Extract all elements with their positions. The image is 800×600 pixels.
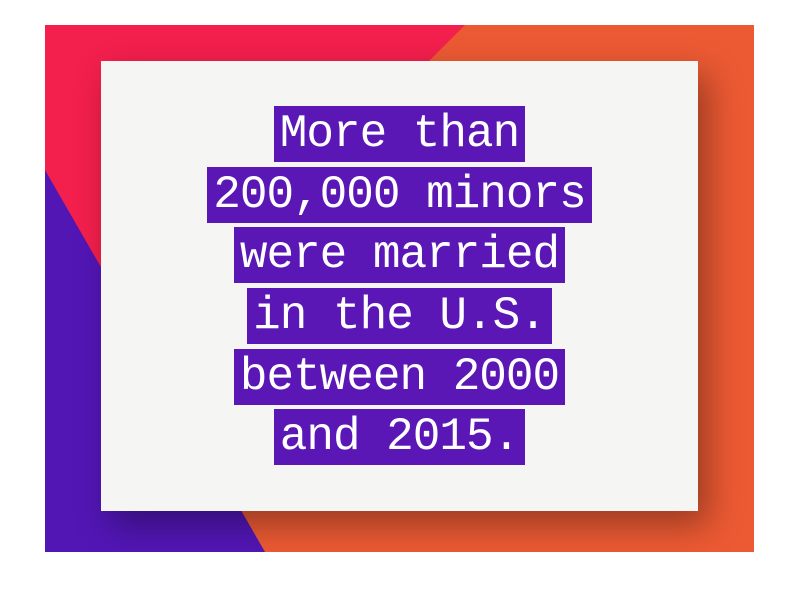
stat-text-highlight: and 2015. [274,409,525,465]
stat-text-highlight: More than [274,106,525,162]
stat-text-line: 200,000 minors [207,165,591,226]
stat-text-highlight: in the U.S. [247,288,552,344]
stat-text-line: were married [207,225,591,286]
stat-text-highlight: 200,000 minors [207,167,591,223]
stat-text-line: and 2015. [207,407,591,468]
stat-card: More than200,000 minorswere marriedin th… [101,61,698,511]
stat-text-highlight: were married [234,227,565,283]
stat-text: More than200,000 minorswere marriedin th… [207,104,591,468]
stat-text-line: More than [207,104,591,165]
stat-text-line: in the U.S. [207,286,591,347]
stat-text-line: between 2000 [207,347,591,408]
infographic-frame: More than200,000 minorswere marriedin th… [45,25,754,552]
stat-text-highlight: between 2000 [234,349,565,405]
